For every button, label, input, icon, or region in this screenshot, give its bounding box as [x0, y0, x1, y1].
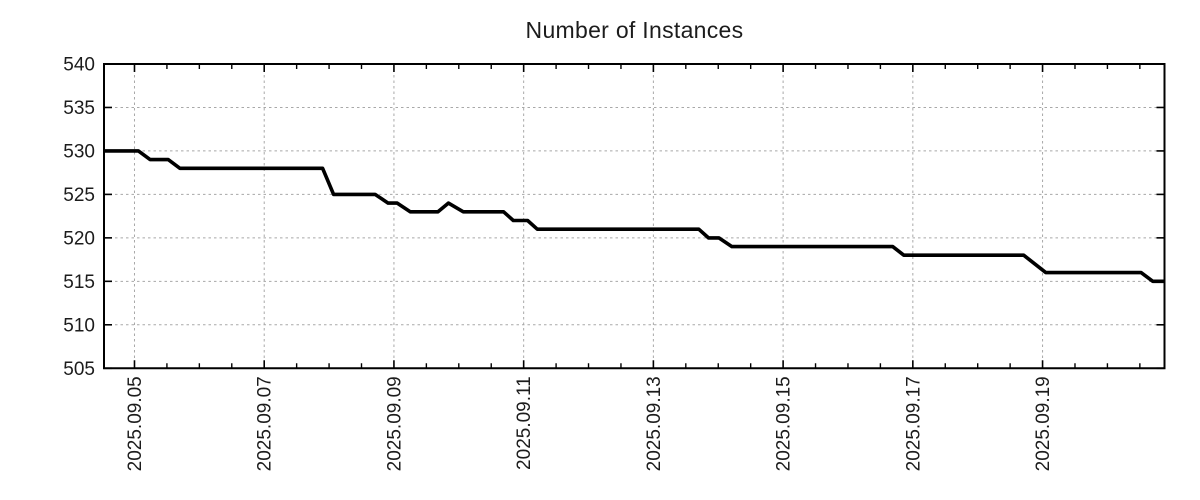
- chart-title: Number of Instances: [525, 17, 744, 43]
- plot-border: [103, 63, 1166, 370]
- y-tick-label: 525: [63, 185, 95, 206]
- x-tick-label: 2025.09.05: [125, 376, 146, 471]
- y-tick-label: 530: [63, 141, 95, 162]
- data-line-instances: [104, 149, 1165, 284]
- y-tick-label: 510: [63, 315, 95, 336]
- y-tick-label: 540: [63, 55, 95, 76]
- y-tick-label: 535: [63, 98, 95, 119]
- x-tick-label: 2025.09.07: [255, 376, 276, 471]
- y-tick-label: 505: [63, 359, 95, 380]
- x-tick-label: 2025.09.09: [384, 376, 405, 471]
- y-tick-label: 515: [63, 272, 95, 293]
- x-tick-label: 2025.09.19: [1033, 376, 1054, 471]
- y-tick-label: 520: [63, 228, 95, 249]
- x-tick-label: 2025.09.17: [903, 376, 924, 471]
- x-tick-label: 2025.09.15: [774, 376, 795, 471]
- x-tick-label: 2025.09.11: [514, 376, 535, 470]
- x-tick-label: 2025.09.13: [644, 376, 665, 471]
